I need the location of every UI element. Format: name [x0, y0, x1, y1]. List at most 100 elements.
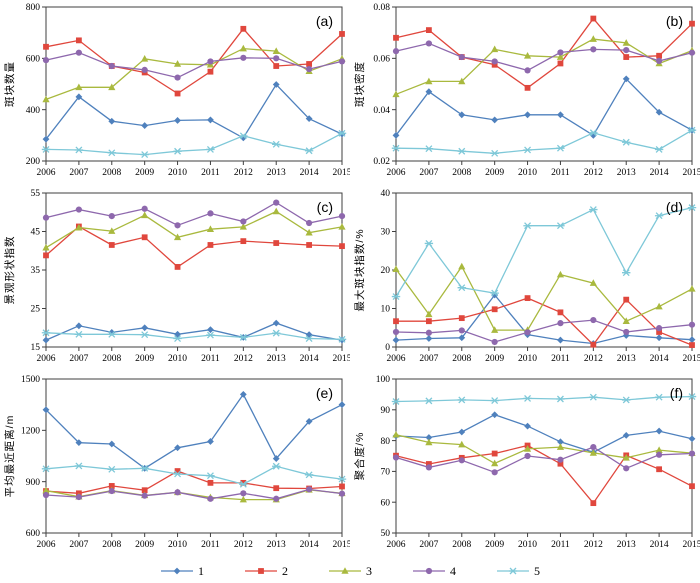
legend-item-label: 2	[282, 563, 288, 578]
svg-text:2006: 2006	[387, 354, 406, 364]
svg-text:斑块密度: 斑块密度	[353, 61, 366, 107]
chart-panel-c: 15 25 35 45 55 2006 2007 2008 2009 2010 2011 2012 20…	[0, 186, 350, 372]
chart-grid: 200 400 600 800 2006 2007 2008 2009 2010 2011 2012…	[0, 0, 700, 558]
svg-text:(b): (b)	[666, 13, 683, 29]
legend-item-2: 2	[244, 565, 288, 577]
svg-text:2014: 2014	[300, 168, 319, 178]
svg-text:20: 20	[381, 266, 391, 276]
chart-panel-e: 600 900 1200 1500 2006 2007 2008 2009 2010 2011 20…	[0, 372, 350, 558]
svg-text:2014: 2014	[650, 168, 669, 178]
svg-text:2007: 2007	[69, 354, 88, 364]
svg-text:2008: 2008	[452, 540, 471, 550]
chart-panel-b: 0.02 0.04 0.06 0.08 2006 2007 2008 2009 2010 2011…	[350, 0, 700, 186]
svg-text:2009: 2009	[135, 354, 154, 364]
legend-item-5: 5	[496, 565, 540, 577]
legend-item-3: 3	[328, 565, 372, 577]
svg-text:0.04: 0.04	[373, 106, 390, 116]
svg-text:2011: 2011	[551, 168, 570, 178]
series-3-marker-icon	[329, 566, 361, 574]
legend-item-1: 1	[160, 565, 204, 577]
svg-text:斑块数量: 斑块数量	[3, 61, 16, 107]
svg-text:2015: 2015	[333, 540, 351, 550]
svg-text:2007: 2007	[69, 168, 88, 178]
svg-text:200: 200	[26, 157, 41, 167]
svg-text:2014: 2014	[650, 540, 669, 550]
series-4-marker-icon	[413, 567, 445, 574]
svg-text:2008: 2008	[102, 354, 121, 364]
svg-text:聚合度/%: 聚合度/%	[353, 432, 366, 481]
svg-text:0.08: 0.08	[373, 3, 390, 13]
svg-text:2015: 2015	[683, 168, 700, 178]
chart-panel-d: 0 10 20 30 40 2006 2007 2008 2009 2010 2011 2012 201…	[350, 186, 700, 372]
svg-text:800: 800	[26, 3, 41, 13]
svg-text:(a): (a)	[316, 13, 333, 29]
svg-text:90: 90	[381, 406, 391, 416]
svg-text:2013: 2013	[267, 168, 286, 178]
svg-text:2013: 2013	[267, 540, 286, 550]
svg-text:2011: 2011	[551, 354, 570, 364]
svg-text:40: 40	[381, 189, 391, 199]
svg-text:2014: 2014	[300, 540, 319, 550]
svg-text:2013: 2013	[267, 354, 286, 364]
legend-item-label: 4	[450, 563, 456, 578]
svg-text:45: 45	[31, 228, 41, 238]
svg-text:2007: 2007	[419, 168, 438, 178]
svg-text:2011: 2011	[201, 354, 220, 364]
svg-text:(f): (f)	[670, 385, 683, 401]
svg-text:最大斑块指数/%: 最大斑块指数/%	[353, 228, 366, 311]
svg-text:15: 15	[31, 343, 41, 353]
svg-text:2009: 2009	[485, 168, 504, 178]
svg-text:2015: 2015	[683, 540, 700, 550]
legend-item-label: 3	[366, 563, 372, 578]
series-5-marker-icon	[497, 567, 529, 574]
svg-text:60: 60	[381, 498, 391, 508]
svg-text:2010: 2010	[518, 540, 537, 550]
svg-text:2006: 2006	[387, 168, 406, 178]
svg-text:景观形状指数: 景观形状指数	[3, 236, 16, 305]
svg-text:2011: 2011	[201, 540, 220, 550]
svg-text:25: 25	[31, 305, 41, 315]
svg-text:2012: 2012	[584, 168, 603, 178]
svg-text:2007: 2007	[419, 540, 438, 550]
svg-text:2012: 2012	[584, 354, 603, 364]
svg-text:2014: 2014	[650, 354, 669, 364]
svg-text:2008: 2008	[102, 168, 121, 178]
svg-text:10: 10	[381, 305, 391, 315]
svg-text:35: 35	[31, 266, 41, 276]
svg-text:2013: 2013	[617, 168, 636, 178]
series-2-marker-icon	[245, 567, 277, 574]
svg-text:(d): (d)	[666, 199, 683, 215]
svg-text:2010: 2010	[168, 540, 187, 550]
svg-text:0.06: 0.06	[373, 55, 390, 65]
svg-text:2011: 2011	[201, 168, 220, 178]
series-1-marker-icon	[161, 567, 193, 574]
svg-text:2013: 2013	[617, 354, 636, 364]
svg-text:2014: 2014	[300, 354, 319, 364]
svg-text:2007: 2007	[69, 540, 88, 550]
svg-text:1500: 1500	[21, 375, 40, 385]
svg-text:0.02: 0.02	[373, 157, 390, 167]
svg-text:2006: 2006	[37, 354, 56, 364]
svg-text:50: 50	[381, 529, 391, 539]
svg-text:2006: 2006	[387, 540, 406, 550]
svg-text:2015: 2015	[683, 354, 700, 364]
svg-text:80: 80	[381, 437, 391, 447]
svg-text:(e): (e)	[316, 385, 333, 401]
svg-text:2010: 2010	[168, 168, 187, 178]
svg-text:600: 600	[26, 529, 41, 539]
svg-text:100: 100	[376, 375, 391, 385]
svg-text:2012: 2012	[234, 168, 253, 178]
svg-text:2010: 2010	[168, 354, 187, 364]
chart-panel-f: 50 60 70 80 90 100 2006 2007 2008 2009 2010 2011 201…	[350, 372, 700, 558]
svg-text:600: 600	[26, 55, 41, 65]
svg-text:2009: 2009	[485, 540, 504, 550]
svg-text:2011: 2011	[551, 540, 570, 550]
legend-item-label: 1	[198, 563, 204, 578]
chart-panel-a: 200 400 600 800 2006 2007 2008 2009 2010 2011 2012…	[0, 0, 350, 186]
svg-text:2007: 2007	[419, 354, 438, 364]
svg-text:2006: 2006	[37, 540, 56, 550]
svg-text:2012: 2012	[234, 540, 253, 550]
svg-text:400: 400	[26, 106, 41, 116]
svg-text:70: 70	[381, 468, 391, 478]
